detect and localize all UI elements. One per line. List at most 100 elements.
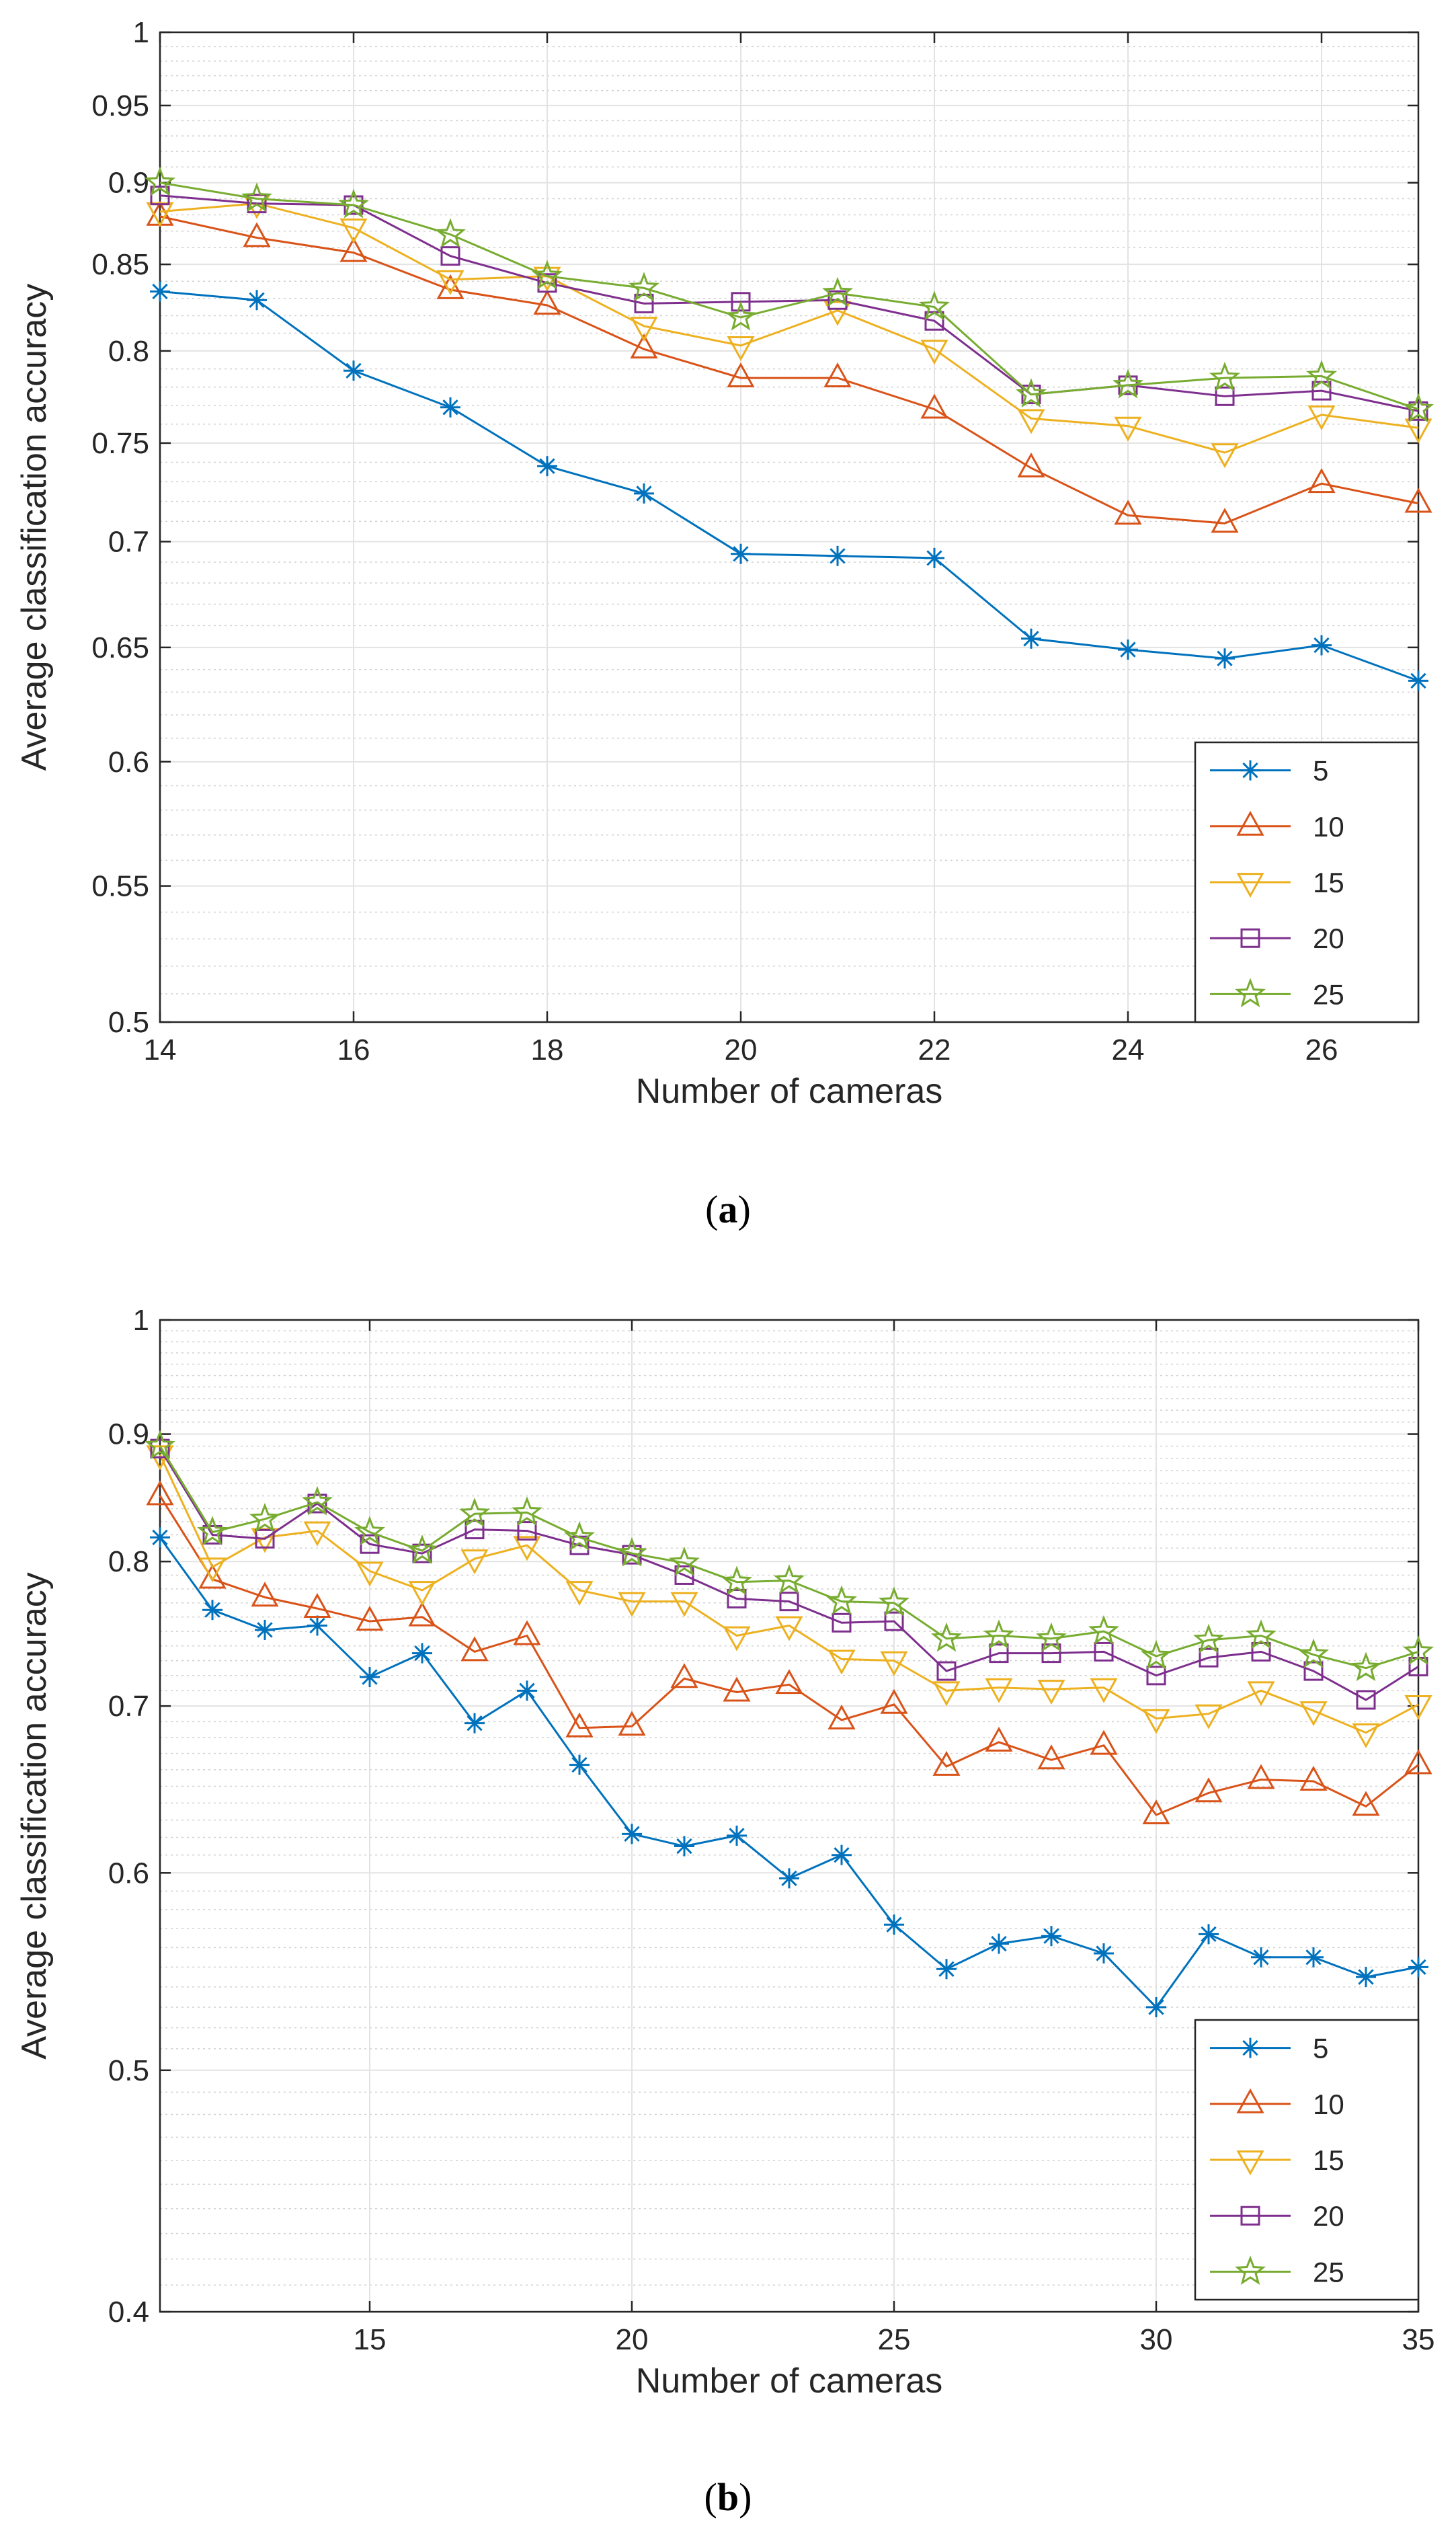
x-axis-title: Number of cameras <box>636 1072 943 1111</box>
series-line-10 <box>159 215 1419 524</box>
data-point-20 <box>832 1612 852 1633</box>
legend-label-5: 5 <box>1313 755 1328 787</box>
data-point-10 <box>1114 500 1142 525</box>
data-point-25 <box>563 1521 596 1551</box>
data-point-25 <box>918 290 951 321</box>
data-point-5 <box>343 360 364 381</box>
legend: 5 10 15 20 25 <box>1194 741 1420 1023</box>
y-tick-label: 0.6 <box>108 1857 149 1890</box>
data-point-5 <box>412 1643 432 1664</box>
svg-text:(b): (b) <box>704 2475 752 2519</box>
data-point-20 <box>989 1643 1009 1664</box>
data-point-25 <box>628 272 660 302</box>
legend-marker-25 <box>1234 978 1266 1008</box>
data-point-15 <box>630 317 658 342</box>
data-point-5 <box>517 1680 537 1701</box>
data-point-20 <box>255 1528 275 1549</box>
y-tick-label: 0.7 <box>108 525 149 558</box>
data-point-15 <box>1037 1680 1065 1705</box>
series-line-20 <box>159 1448 1419 1701</box>
data-point-10 <box>723 1676 751 1702</box>
data-point-25 <box>1140 1639 1172 1670</box>
series-line-10 <box>159 1495 1419 1816</box>
data-point-20 <box>779 1592 799 1612</box>
data-point-15 <box>1307 405 1336 430</box>
data-point-10 <box>985 1726 1013 1752</box>
data-point-15 <box>565 1581 594 1606</box>
data-point-5 <box>727 1825 747 1846</box>
data-point-5 <box>1041 1926 1061 1947</box>
data-point-10 <box>880 1688 908 1714</box>
data-point-25 <box>1245 1619 1277 1649</box>
data-point-25 <box>1402 393 1434 423</box>
legend-entry-10: 10 <box>1210 810 1344 843</box>
series-line-15 <box>159 202 1419 454</box>
legend: 5 10 15 20 25 <box>1194 2019 1420 2301</box>
data-point-25 <box>241 182 273 212</box>
data-point-10 <box>920 393 948 419</box>
data-point-25 <box>930 1622 963 1652</box>
data-point-15 <box>670 1592 698 1617</box>
legend-label-25: 25 <box>1313 978 1344 1010</box>
data-point-5 <box>884 1914 904 1935</box>
data-point-20 <box>1146 1666 1166 1686</box>
data-point-15 <box>1090 1678 1118 1703</box>
data-point-25 <box>1035 1622 1067 1652</box>
data-point-10 <box>1307 468 1336 494</box>
data-point-5 <box>1021 628 1041 649</box>
y-tick-label: 0.8 <box>108 1545 149 1578</box>
data-point-25 <box>1193 1623 1224 1653</box>
y-axis-title: Average classification accuracy <box>15 1572 54 2060</box>
data-point-20 <box>537 273 557 293</box>
data-point-10 <box>1017 452 1045 477</box>
data-point-20 <box>202 1524 223 1545</box>
data-point-20 <box>150 1438 170 1458</box>
data-point-25 <box>301 1485 333 1516</box>
data-point-25 <box>825 1585 858 1615</box>
data-point-5 <box>674 1836 694 1857</box>
data-point-15 <box>823 301 852 326</box>
data-point-25 <box>725 301 757 331</box>
data-point-5 <box>440 397 460 418</box>
legend-label-10: 10 <box>1313 811 1344 843</box>
data-point-5 <box>1303 1947 1324 1968</box>
svg-text:(a): (a) <box>705 1187 751 1231</box>
data-point-10 <box>1247 1764 1275 1789</box>
data-point-15 <box>1247 1681 1275 1707</box>
data-point-10 <box>670 1663 698 1688</box>
x-tick-label: 18 <box>531 1034 564 1066</box>
data-point-25 <box>512 1496 542 1526</box>
x-tick-label: 26 <box>1305 1034 1338 1066</box>
data-point-5 <box>537 456 557 477</box>
data-point-5 <box>827 545 848 566</box>
legend-marker-20 <box>1240 928 1260 948</box>
data-point-25 <box>1297 1638 1330 1668</box>
y-tick-label: 1 <box>133 16 149 49</box>
y-tick-label: 0.65 <box>91 631 149 664</box>
data-point-5 <box>1408 1957 1428 1978</box>
data-point-25 <box>249 1502 281 1532</box>
data-point-15 <box>920 340 948 365</box>
data-point-25 <box>144 166 176 196</box>
legend-entry-5: 5 <box>1210 755 1328 787</box>
data-point-20 <box>1303 1661 1324 1681</box>
legend-entry-15: 15 <box>1210 2144 1344 2176</box>
x-tick-label: 35 <box>1402 2323 1435 2356</box>
data-point-10 <box>198 1563 227 1589</box>
caption-a-letter: a <box>719 1187 738 1231</box>
legend-marker-20 <box>1240 2206 1260 2226</box>
x-axis-title: Number of cameras <box>636 2362 943 2401</box>
data-point-15 <box>1017 409 1045 434</box>
data-point-15 <box>985 1678 1013 1703</box>
data-point-5 <box>989 1933 1009 1954</box>
legend-entry-20: 20 <box>1210 2200 1344 2232</box>
legend-entry-20: 20 <box>1210 923 1344 954</box>
data-point-25 <box>1088 1614 1120 1645</box>
x-tick-label: 14 <box>144 1034 177 1066</box>
data-point-15 <box>1211 443 1239 469</box>
series-line-25 <box>159 1445 1419 1670</box>
data-point-10 <box>823 362 852 387</box>
data-point-20 <box>307 1493 327 1514</box>
data-point-5 <box>1251 1947 1271 1968</box>
